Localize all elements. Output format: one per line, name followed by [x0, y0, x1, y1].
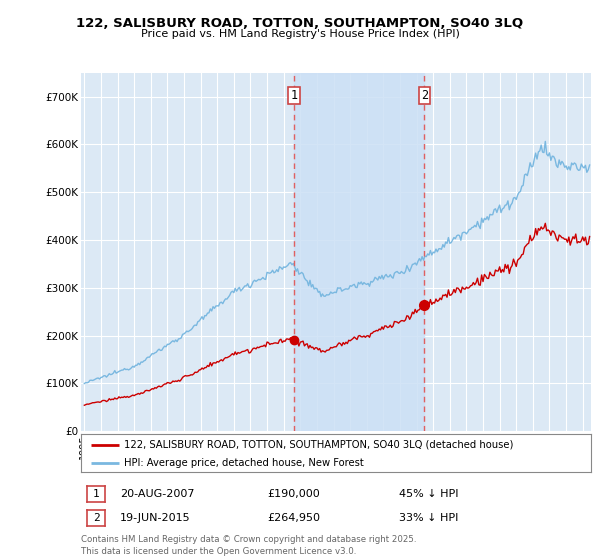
Text: 20-AUG-2007: 20-AUG-2007 — [120, 489, 194, 499]
Text: HPI: Average price, detached house, New Forest: HPI: Average price, detached house, New … — [124, 458, 364, 468]
Text: 2: 2 — [92, 513, 100, 523]
Text: 1: 1 — [92, 489, 100, 499]
Text: £264,950: £264,950 — [267, 513, 320, 523]
Text: Contains HM Land Registry data © Crown copyright and database right 2025.
This d: Contains HM Land Registry data © Crown c… — [81, 535, 416, 556]
Text: Price paid vs. HM Land Registry's House Price Index (HPI): Price paid vs. HM Land Registry's House … — [140, 29, 460, 39]
Text: 33% ↓ HPI: 33% ↓ HPI — [399, 513, 458, 523]
Text: 2: 2 — [421, 89, 428, 102]
Text: 122, SALISBURY ROAD, TOTTON, SOUTHAMPTON, SO40 3LQ (detached house): 122, SALISBURY ROAD, TOTTON, SOUTHAMPTON… — [124, 440, 514, 450]
Text: 45% ↓ HPI: 45% ↓ HPI — [399, 489, 458, 499]
Text: 19-JUN-2015: 19-JUN-2015 — [120, 513, 191, 523]
Bar — [294, 73, 424, 431]
Text: 1: 1 — [290, 89, 298, 102]
Text: 122, SALISBURY ROAD, TOTTON, SOUTHAMPTON, SO40 3LQ: 122, SALISBURY ROAD, TOTTON, SOUTHAMPTON… — [76, 17, 524, 30]
Text: £190,000: £190,000 — [267, 489, 320, 499]
